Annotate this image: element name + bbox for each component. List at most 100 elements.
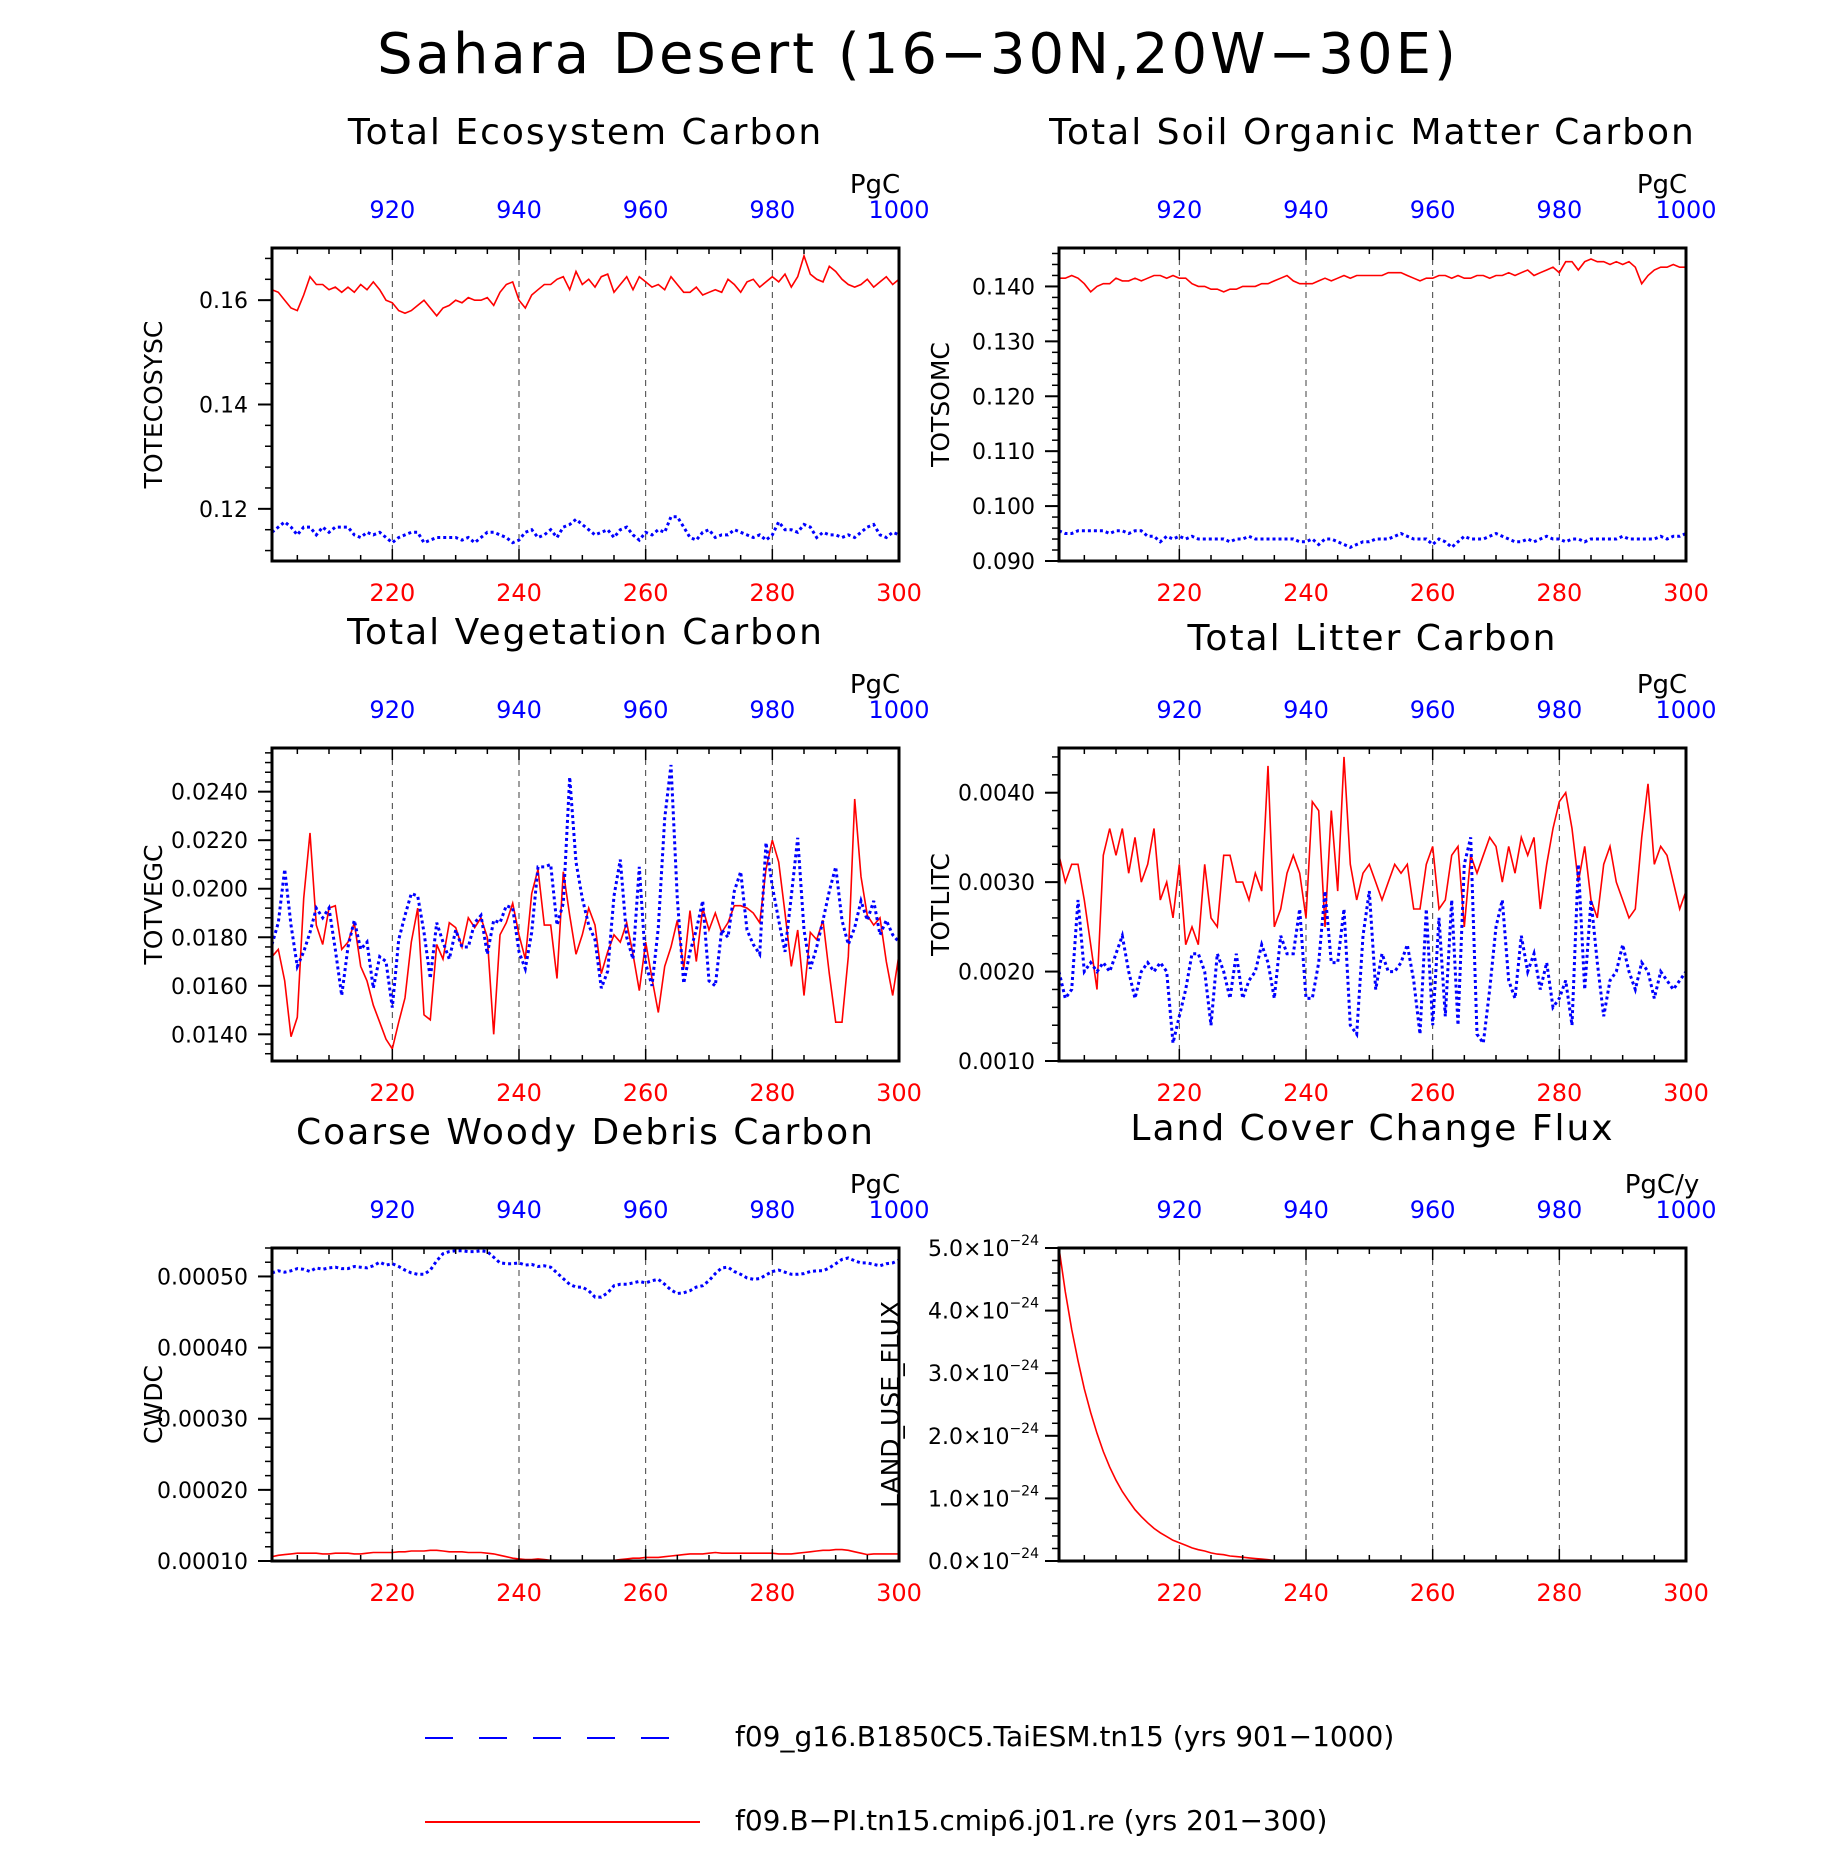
- y-tick-label: 3.0×10−24: [928, 1358, 1039, 1387]
- panel-title: Total Soil Organic Matter Carbon: [1048, 112, 1696, 153]
- series-line-blue: [271, 1249, 900, 1299]
- top-tick-label: 980: [749, 1196, 795, 1224]
- panel-title: Total Ecosystem Carbon: [347, 112, 823, 153]
- panel-total-vegetation-carbon: Total Vegetation Carbon PgC 220 240 260 280 30…: [139, 612, 930, 1107]
- panel-title: Total Litter Carbon: [1187, 618, 1558, 659]
- series-line-blue: [1057, 837, 1688, 1048]
- panel-title: Total Vegetation Carbon: [346, 612, 824, 653]
- y-axis-label: TOTSOMC: [926, 342, 955, 468]
- top-tick-label: 940: [496, 196, 542, 224]
- legend-label-red: f09.B−PI.tn15.cmip6.j01.re (yrs 201−300): [735, 1804, 1328, 1837]
- y-tick-label: 0.0160: [171, 975, 248, 1000]
- x-tick-label: 260: [1410, 579, 1456, 607]
- top-tick-label: 980: [1536, 1196, 1582, 1224]
- y-tick-label: 0.100: [972, 495, 1035, 520]
- y-tick-label: 0.00010: [157, 1550, 248, 1575]
- top-tick-label: 960: [623, 1196, 669, 1224]
- series-line-blue: [271, 515, 900, 545]
- legend-item-blue: f09_g16.B1850C5.TaiESM.tn15 (yrs 901−100…: [0, 1718, 1836, 1758]
- y-tick-exponent: −24: [1009, 1233, 1039, 1249]
- x-tick-label: 240: [1283, 579, 1329, 607]
- x-tick-label: 240: [1283, 1579, 1329, 1607]
- x-tick-label: 280: [749, 1079, 795, 1107]
- x-tick-label: 220: [369, 1579, 415, 1607]
- y-tick-exponent: −24: [1009, 1546, 1039, 1562]
- legend: f09_g16.B1850C5.TaiESM.tn15 (yrs 901−100…: [0, 1690, 1836, 1860]
- x-tick-label: 260: [1410, 1579, 1456, 1607]
- y-axis-label: LAND_USE_FLUX: [876, 1301, 905, 1508]
- top-tick-label: 960: [623, 196, 669, 224]
- top-tick-label: 980: [1536, 696, 1582, 724]
- x-tick-label: 260: [623, 579, 669, 607]
- y-tick-label: 0.0220: [171, 829, 248, 854]
- x-tick-label: 220: [1156, 1079, 1202, 1107]
- x-tick-label: 280: [1536, 579, 1582, 607]
- y-tick-label: 0.00020: [157, 1479, 248, 1504]
- y-tick-label: 4.0×10−24: [928, 1296, 1039, 1325]
- y-tick-exponent: −24: [1009, 1358, 1039, 1374]
- y-tick-label: 0.130: [972, 330, 1035, 355]
- x-tick-label: 280: [1536, 1079, 1582, 1107]
- y-tick-label: 0.00040: [157, 1337, 248, 1362]
- y-tick-label: 0.0140: [171, 1023, 248, 1048]
- y-tick-label: 0.0020: [958, 961, 1035, 986]
- y-tick-label: 0.090: [972, 550, 1035, 575]
- y-tick-label: 0.0180: [171, 926, 248, 951]
- top-tick-label: 920: [1156, 196, 1202, 224]
- panel-title: Coarse Woody Debris Carbon: [296, 1112, 875, 1153]
- y-axis-label: TOTLITC: [926, 853, 955, 957]
- panel-total-litter-carbon: Total Litter Carbon PgC 220 240 260 280 300 920…: [926, 618, 1717, 1107]
- legend-item-red: f09.B−PI.tn15.cmip6.j01.re (yrs 201−300): [0, 1802, 1836, 1842]
- x-tick-label: 300: [1663, 1079, 1709, 1107]
- top-tick-label: 960: [1410, 196, 1456, 224]
- x-tick-label: 260: [623, 1079, 669, 1107]
- unit-label: PgC: [1637, 670, 1687, 700]
- unit-label: PgC: [850, 170, 900, 200]
- top-tick-label: 920: [1156, 1196, 1202, 1224]
- top-tick-label: 920: [1156, 696, 1202, 724]
- x-tick-label: 260: [1410, 1079, 1456, 1107]
- legend-label-blue: f09_g16.B1850C5.TaiESM.tn15 (yrs 901−100…: [735, 1720, 1395, 1753]
- y-tick-label: 0.00050: [157, 1265, 248, 1290]
- unit-label: PgC/y: [1625, 1170, 1699, 1200]
- x-tick-label: 220: [1156, 579, 1202, 607]
- panel-land-cover-change-flux: Land Cover Change Flux PgC/y 220 240 260 280 3…: [876, 1108, 1717, 1607]
- panel-title: Land Cover Change Flux: [1130, 1108, 1614, 1149]
- x-tick-label: 300: [876, 1079, 922, 1107]
- top-tick-label: 920: [369, 696, 415, 724]
- top-tick-label: 920: [369, 1196, 415, 1224]
- series-line-blue: [1058, 529, 1687, 550]
- top-tick-label: 980: [749, 196, 795, 224]
- y-tick-exponent: −24: [1009, 1483, 1039, 1499]
- top-tick-label: 940: [496, 1196, 542, 1224]
- panel-coarse-woody-debris-carbon: Coarse Woody Debris Carbon PgC 220 240 260 28…: [139, 1112, 930, 1607]
- unit-label: PgC: [850, 1170, 900, 1200]
- y-tick-label: 0.0×10−24: [928, 1546, 1039, 1575]
- plot-frame: [270, 1246, 901, 1563]
- x-tick-label: 300: [876, 1579, 922, 1607]
- panels: Total Ecosystem Carbon PgC 220 240 260 280 300…: [139, 112, 1717, 1607]
- plot-frame: [1057, 1246, 1688, 1563]
- y-axis-label: TOTVEGC: [139, 845, 168, 966]
- y-tick-label: 0.00030: [157, 1408, 248, 1433]
- x-tick-label: 300: [1663, 1579, 1709, 1607]
- y-tick-label: 0.0030: [958, 871, 1035, 896]
- y-tick-label: 1.0×10−24: [928, 1483, 1039, 1512]
- top-tick-label: 1000: [1655, 196, 1716, 224]
- top-tick-label: 1000: [868, 196, 929, 224]
- y-tick-label: 0.14: [199, 394, 248, 419]
- y-tick-label: 0.0240: [171, 781, 248, 806]
- x-tick-label: 240: [496, 1579, 542, 1607]
- y-tick-exponent: −24: [1009, 1421, 1039, 1437]
- x-tick-label: 280: [1536, 1579, 1582, 1607]
- y-axis-label: TOTECOSYSC: [139, 321, 168, 490]
- x-tick-label: 280: [749, 579, 795, 607]
- top-tick-label: 1000: [868, 696, 929, 724]
- top-tick-label: 940: [1283, 196, 1329, 224]
- y-tick-label: 0.12: [199, 498, 248, 523]
- unit-label: PgC: [1637, 170, 1687, 200]
- x-tick-label: 220: [1156, 1579, 1202, 1607]
- y-tick-label: 0.16: [199, 289, 248, 314]
- unit-label: PgC: [850, 670, 900, 700]
- top-tick-label: 960: [623, 696, 669, 724]
